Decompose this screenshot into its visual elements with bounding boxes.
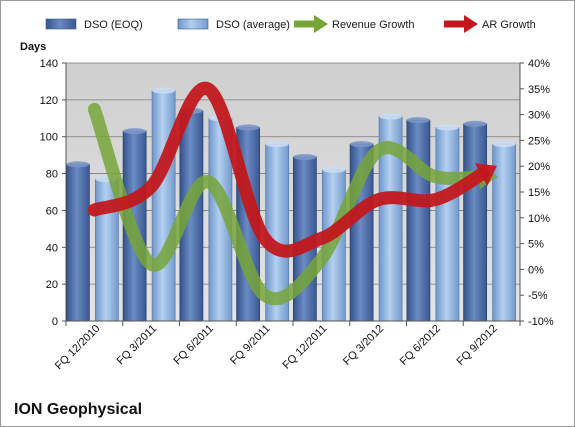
y2-tick-label: 35% [528,84,550,96]
bar-cap [435,124,459,131]
bar-dso-eoq [65,163,90,322]
bar-cap [152,87,176,94]
y-axis-title: Days [20,41,46,53]
bar-cap [322,166,346,173]
bar-cap [123,128,147,135]
bar-cap [66,161,90,168]
bar-dso-average [435,127,460,322]
legend-label: DSO (average) [216,19,290,31]
bar-cap [379,113,403,120]
bar-cap [236,124,260,131]
x-tick-label: FQ 3/2012 [341,323,386,368]
chart-title: ION Geophysical [14,401,142,418]
y-tick-label: 40 [46,242,58,254]
y2-tick-label: 40% [528,58,550,70]
bar-cap [463,120,487,127]
x-tick-label: FQ 6/2011 [171,323,216,368]
x-tick-label: FQ 9/2012 [455,323,500,368]
legend-swatch [45,18,77,30]
arrowhead-ar-growth [474,163,497,186]
y-tick-label: 80 [46,169,58,181]
y-tick-label: 20 [46,279,58,291]
bar-dso-average [151,90,176,322]
legend-arrow-icon [464,15,478,33]
bar-cap [293,153,317,160]
y-tick-label: 0 [52,316,58,328]
line-ar-growth [87,82,490,258]
x-tick-label: FQ 12/2011 [281,323,330,372]
y2-tick-label: 20% [528,161,550,173]
y2-tick-label: 10% [528,213,550,225]
legend-label: Revenue Growth [332,19,415,31]
x-tick-label: FQ 6/2012 [398,323,443,368]
y2-tick-label: 25% [528,135,550,147]
y2-tick-label: 30% [528,110,550,122]
line-revenue-growth [87,102,489,306]
y-tick-label: 60 [46,205,58,217]
x-tick-label: FQ 3/2011 [115,323,160,368]
y2-tick-label: -5% [528,290,548,302]
y2-tick-label: 15% [528,187,550,199]
bar-dso-average [492,143,517,322]
legend-label: DSO (EOQ) [84,19,143,31]
y-tick-label: 120 [40,95,58,107]
bar-dso-eoq [463,123,488,322]
y2-tick-label: -10% [528,316,554,328]
bar-cap [406,117,430,124]
x-tick-label: FQ 12/2010 [53,323,103,373]
y2-tick-label: 5% [528,239,544,251]
x-tick-label: FQ 9/2011 [228,323,273,368]
bar-dso-eoq [406,119,431,322]
legend-arrow-icon [314,15,328,33]
bar-cap [350,141,374,148]
y-tick-label: 100 [40,132,58,144]
y2-tick-label: 0% [528,264,544,276]
bar-cap [265,141,289,148]
y-tick-label: 140 [40,58,58,70]
legend-swatch [177,18,209,30]
bar-cap [492,141,516,148]
legend-label: AR Growth [482,19,536,31]
